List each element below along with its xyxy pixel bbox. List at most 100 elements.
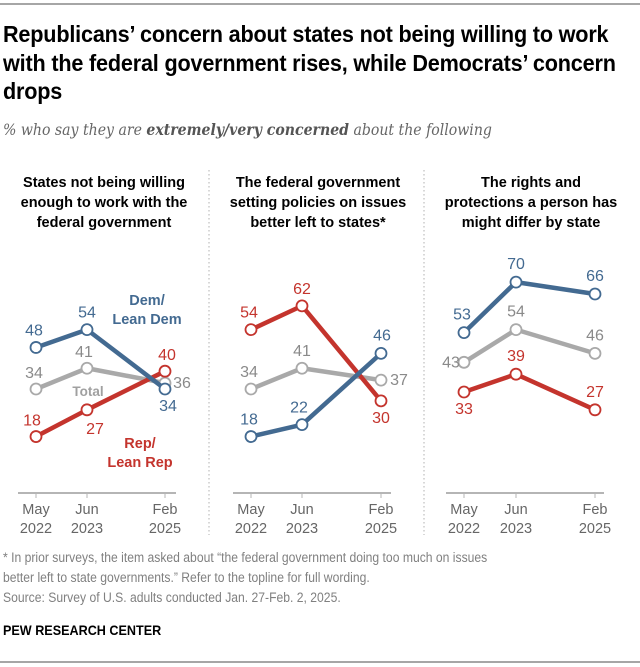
- data-label-total: 41: [293, 343, 311, 360]
- subtitle-pre: % who say they are: [3, 120, 147, 139]
- legend-label-total: Total: [72, 384, 103, 399]
- x-tick-label-year: 2025: [365, 521, 397, 537]
- data-label-total: 41: [75, 344, 93, 361]
- data-label-dem: 46: [373, 327, 391, 344]
- data-point-dem: [374, 346, 388, 360]
- data-label-rep: 27: [586, 384, 604, 401]
- x-tick-label-month: Jun: [75, 502, 98, 518]
- data-label-total: 46: [586, 327, 604, 344]
- data-label-rep: 18: [23, 413, 41, 430]
- top-rule: [0, 3, 640, 5]
- x-tick-label-year: 2023: [286, 521, 318, 537]
- subtitle-post: about the following: [348, 120, 492, 139]
- data-point-total: [80, 361, 94, 375]
- data-point-dem: [80, 323, 94, 337]
- data-label-total: 54: [507, 304, 525, 321]
- data-point-rep: [244, 323, 258, 337]
- data-label-total: 37: [390, 372, 408, 389]
- panel-title-line: better left to states*: [250, 215, 386, 231]
- panel-title-line: federal government: [37, 215, 172, 231]
- data-label-dem: 18: [240, 412, 258, 429]
- x-tick-label-month: May: [237, 502, 265, 518]
- footnote-line-2: better left to state governments.” Refer…: [3, 570, 370, 585]
- data-label-total: 34: [240, 364, 258, 381]
- panel-title-line: might differ by state: [462, 215, 601, 231]
- x-tick-label-year: 2025: [149, 521, 181, 537]
- data-point-dem: [588, 287, 602, 301]
- data-label-rep: 40: [158, 347, 176, 364]
- x-tick-label-month: May: [450, 502, 478, 518]
- x-tick-label-month: Feb: [583, 502, 608, 518]
- data-label-rep: 33: [455, 401, 473, 418]
- panel-title-line: setting policies on issues: [230, 195, 406, 211]
- data-label-rep: 39: [507, 348, 525, 365]
- data-point-dem: [509, 275, 523, 289]
- legend-label-dem: Lean Dem: [112, 312, 181, 328]
- data-point-rep: [509, 367, 523, 381]
- data-point-rep: [29, 430, 43, 443]
- data-point-dem: [244, 430, 258, 443]
- panel-title-line: protections a person has: [445, 195, 617, 211]
- chart-subtitle: % who say they are extremely/very concer…: [3, 120, 492, 139]
- chart-title: Republicans’ concern about states not be…: [3, 21, 616, 104]
- data-label-rep: 62: [293, 281, 311, 298]
- legend-label-rep: Lean Rep: [107, 455, 172, 471]
- x-tick-label-month: Jun: [290, 502, 313, 518]
- data-point-total: [588, 346, 602, 360]
- panel-title-line: enough to work with the: [21, 195, 188, 211]
- data-point-rep: [158, 364, 172, 378]
- x-tick-label-month: Feb: [369, 502, 394, 518]
- brand-logo-text: PEW RESEARCH CENTER: [3, 622, 162, 638]
- data-label-dem: 34: [159, 398, 177, 415]
- x-tick-label-year: 2022: [448, 521, 480, 537]
- legend-label-dem: Dem/: [129, 293, 164, 309]
- footnote-line-1: * In prior surveys, the item asked about…: [3, 550, 488, 565]
- series-line-dem: [250, 351, 383, 439]
- subtitle-bold: extremely/very concerned: [146, 120, 349, 139]
- series-line-dem: [462, 279, 596, 335]
- data-point-rep: [295, 299, 309, 313]
- data-point-total: [29, 382, 43, 396]
- series-line-rep: [463, 371, 596, 412]
- data-point-total: [457, 355, 471, 369]
- data-label-rep: 54: [240, 305, 258, 322]
- x-tick-label-month: Jun: [504, 502, 527, 518]
- data-label-rep: 30: [372, 410, 390, 427]
- data-label-rep: 27: [86, 421, 104, 438]
- data-point-dem: [158, 382, 172, 396]
- panel-title-line: The federal government: [236, 175, 401, 191]
- data-label-total: 34: [25, 365, 43, 382]
- data-point-dem: [295, 418, 309, 432]
- source-note: Source: Survey of U.S. adults conducted …: [3, 590, 341, 605]
- data-point-rep: [457, 385, 471, 399]
- data-point-rep: [374, 394, 388, 408]
- data-point-total: [509, 323, 523, 337]
- x-tick-label-month: May: [22, 502, 50, 518]
- legend-label-rep: Rep/: [124, 436, 155, 452]
- data-label-total: 43: [442, 354, 460, 371]
- data-point-rep: [588, 403, 602, 417]
- x-tick-label-year: 2022: [235, 521, 267, 537]
- data-point-rep: [80, 403, 94, 417]
- data-point-total: [244, 382, 258, 396]
- data-label-dem: 53: [453, 307, 471, 324]
- x-tick-label-year: 2025: [579, 521, 611, 537]
- data-label-dem: 22: [290, 400, 308, 417]
- panel-title-line: The rights and: [481, 175, 581, 191]
- data-label-dem: 54: [78, 305, 96, 322]
- data-point-total: [295, 361, 309, 375]
- data-point-dem: [457, 326, 471, 339]
- data-point-total: [374, 373, 388, 387]
- x-tick-label-month: Feb: [153, 502, 178, 518]
- panel-title-line: States not being willing: [23, 175, 185, 191]
- x-tick-label-year: 2022: [20, 521, 52, 537]
- x-tick-label-year: 2023: [500, 521, 532, 537]
- bottom-rule: [0, 661, 640, 663]
- series-line-rep: [250, 303, 383, 403]
- data-label-total: 36: [173, 375, 191, 392]
- data-label-dem: 66: [586, 268, 604, 285]
- x-tick-label-year: 2023: [71, 521, 103, 537]
- data-label-dem: 48: [25, 322, 43, 339]
- series-line-total: [462, 327, 596, 365]
